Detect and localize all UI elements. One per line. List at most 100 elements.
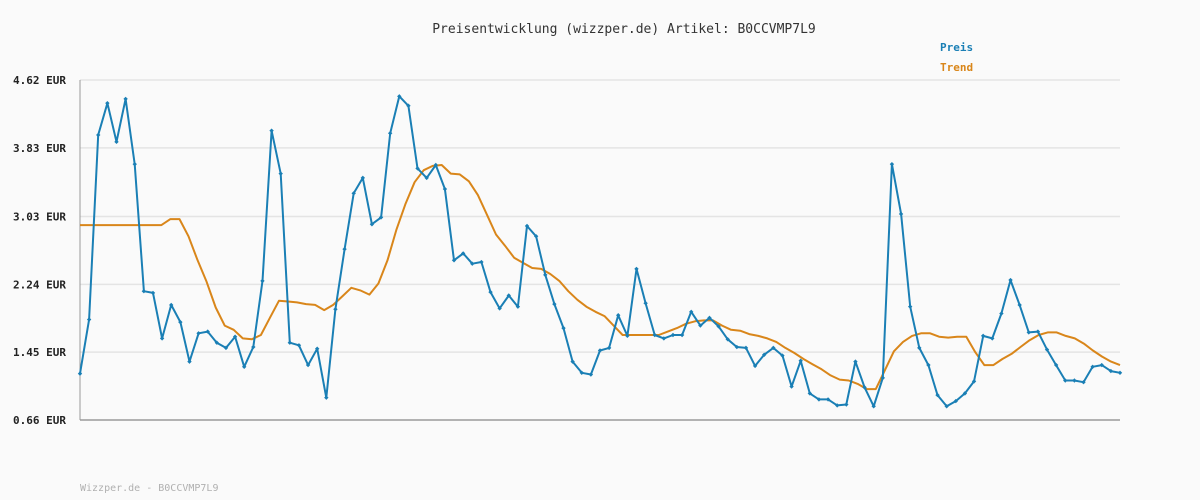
data-point-preis (287, 340, 293, 345)
y-tick-label: 0.66 EUR (13, 414, 66, 427)
data-point-preis (926, 362, 931, 368)
data-point-preis (552, 301, 557, 307)
data-point-preis (698, 323, 703, 328)
data-point-preis (1035, 329, 1041, 334)
data-point-preis (497, 306, 502, 311)
data-point-preis (689, 309, 694, 315)
y-tick-labels: 0.66 EUR 1.45 EUR 2.24 EUR 3.03 EUR 3.83 EUR… (13, 74, 66, 427)
data-point-preis (369, 222, 375, 227)
data-point-preis (269, 128, 274, 133)
data-point-preis (324, 395, 329, 400)
data-point-preis (242, 364, 247, 369)
data-point-preis (561, 325, 566, 331)
data-point-preis (1090, 364, 1095, 369)
data-point-preis (150, 290, 156, 296)
data-point-preis (260, 278, 265, 284)
data-point-preis (980, 333, 986, 339)
data-point-preis (214, 340, 220, 345)
data-point-preis (342, 246, 347, 252)
data-point-preis (944, 404, 949, 409)
data-point-preis (907, 304, 913, 309)
data-point-preis (251, 344, 256, 350)
data-point-preis (825, 397, 831, 402)
data-point-preis (543, 272, 548, 278)
y-tick-label: 3.83 EUR (13, 142, 66, 155)
data-point-preis (1063, 378, 1068, 383)
data-point-preis (351, 191, 356, 196)
data-point-preis (314, 346, 320, 351)
data-point-preis (506, 293, 511, 298)
data-point-preis (1017, 302, 1022, 308)
data-point-preis (844, 402, 849, 407)
series-lines (79, 95, 1121, 408)
data-point-preis (762, 352, 767, 357)
legend-entry-trend: Trend (940, 61, 973, 74)
data-point-preis (634, 266, 639, 272)
y-tick-label: 2.24 EUR (13, 278, 66, 291)
data-point-preis (1117, 370, 1123, 375)
data-point-preis (953, 398, 958, 404)
data-point-preis (771, 345, 776, 351)
data-point-preis (105, 100, 110, 106)
data-point-preis (1108, 368, 1114, 374)
data-point-preis (460, 251, 466, 256)
data-point-preis (406, 103, 411, 108)
data-point-preis (1072, 378, 1077, 383)
data-point-preis (159, 336, 165, 341)
data-point-preis (1044, 347, 1050, 352)
data-point-preis (415, 166, 420, 171)
data-point-preis (670, 332, 676, 338)
data-point-preis (524, 223, 530, 229)
data-point-preis (387, 131, 393, 136)
data-point-preis (305, 362, 311, 368)
data-point-preis (196, 331, 201, 336)
data-point-preis (597, 348, 603, 353)
data-point-preis (488, 289, 493, 295)
data-point-preis (625, 333, 630, 339)
data-point-preis (834, 403, 840, 408)
data-point-preis (570, 359, 575, 364)
data-point-preis (816, 397, 822, 402)
data-point-preis (187, 359, 192, 364)
data-point-preis (889, 161, 895, 167)
data-point-preis (990, 336, 995, 341)
data-point-preis (971, 379, 977, 384)
chart-title: Preisentwicklung (wizzper.de) Artikel: B… (432, 22, 816, 37)
data-point-preis (652, 332, 657, 338)
series-line-trend (80, 164, 1121, 391)
data-point-preis (962, 391, 968, 396)
data-point-preis (871, 404, 876, 409)
data-point-preis (707, 315, 712, 321)
grid-lines (80, 79, 1120, 353)
data-point-preis (360, 175, 366, 181)
data-point-preis (1099, 362, 1104, 368)
data-point-preis (579, 370, 584, 375)
data-point-preis (132, 161, 137, 167)
data-point-preis (807, 391, 813, 396)
data-point-preis (588, 372, 594, 377)
data-point-preis (780, 353, 785, 358)
data-point-preis (917, 345, 922, 351)
data-point-preis (378, 215, 384, 220)
data-point-preis (798, 358, 803, 363)
data-point-preis (853, 359, 858, 364)
data-point-preis (433, 162, 438, 168)
data-point-preis (1026, 330, 1031, 335)
data-point-preis (1053, 362, 1059, 368)
data-point-preis (725, 337, 730, 342)
data-point-preis (178, 319, 183, 325)
data-point-preis (606, 345, 612, 351)
data-point-preis (333, 307, 338, 312)
data-point-preis (278, 171, 283, 176)
data-point-preis (1081, 380, 1086, 385)
data-point-preis (123, 96, 128, 102)
y-tick-label: 3.03 EUR (13, 211, 66, 224)
data-point-preis (533, 234, 539, 239)
data-point-preis (643, 301, 648, 306)
data-point-preis (223, 345, 229, 351)
data-point-preis (1008, 277, 1013, 283)
data-point-preis (999, 311, 1004, 316)
data-point-preis (935, 392, 940, 398)
